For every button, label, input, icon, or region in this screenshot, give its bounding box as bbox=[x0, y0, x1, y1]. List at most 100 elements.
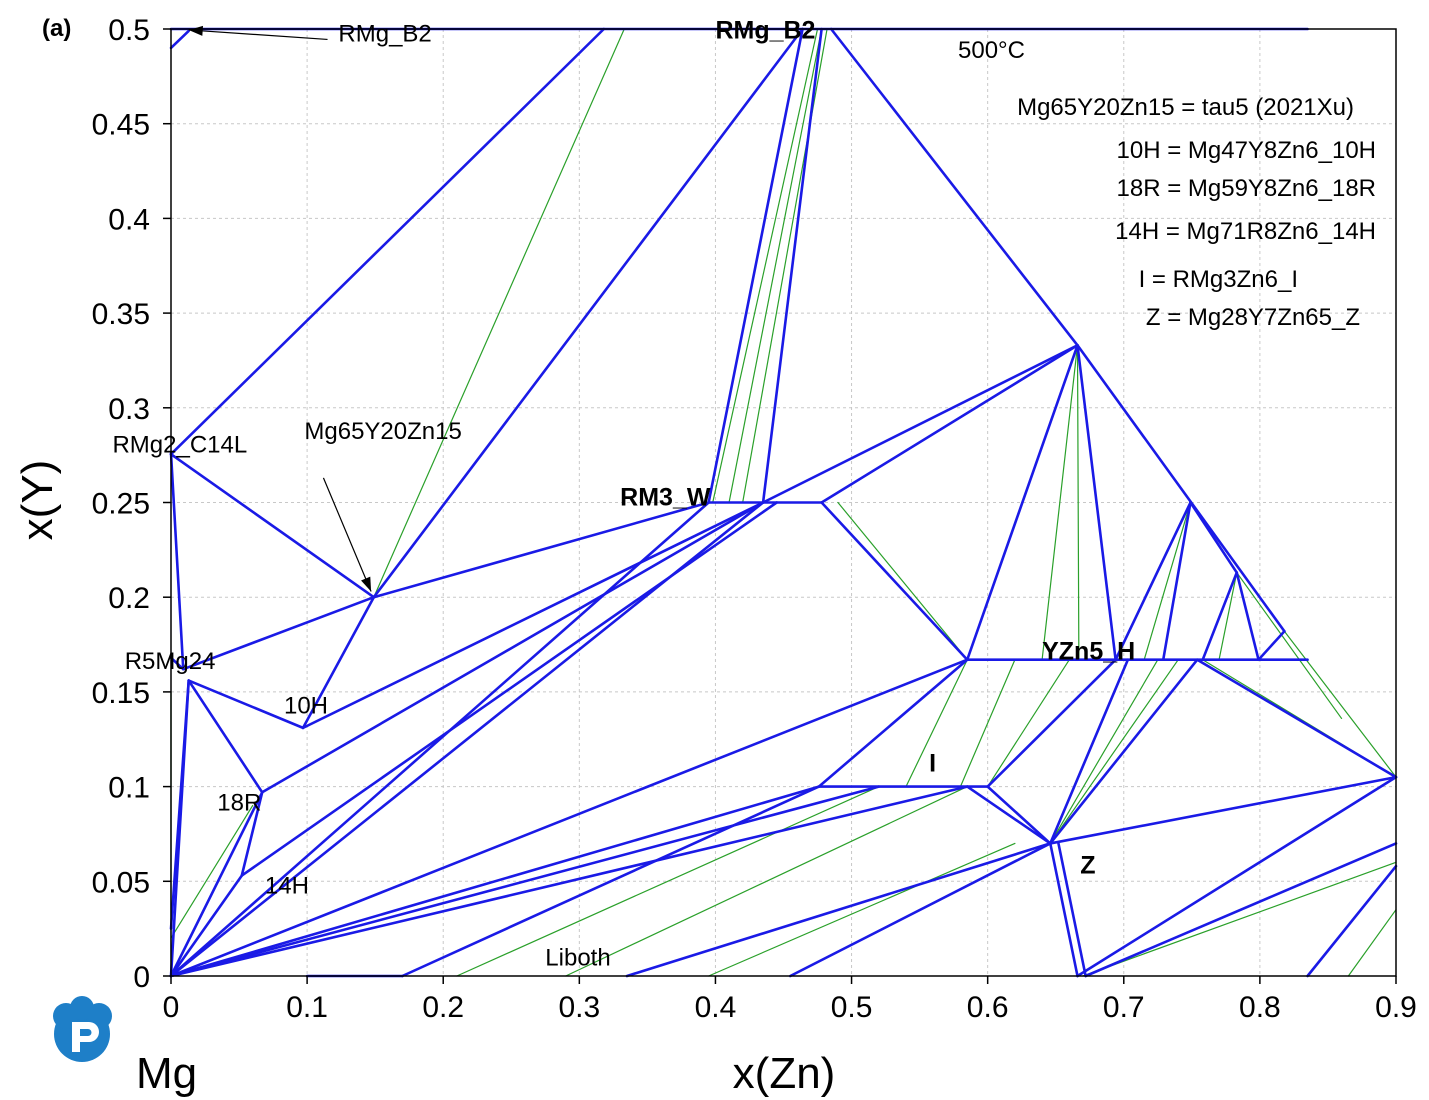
phase-boundary-line bbox=[1048, 658, 1130, 845]
phase-boundary-line bbox=[625, 842, 1052, 978]
phase-boundary-line bbox=[820, 501, 969, 662]
phase-boundary-line bbox=[169, 27, 606, 456]
phase-boundary-line bbox=[965, 343, 1079, 662]
tie-line bbox=[1049, 659, 1159, 845]
phase-label: Mg65Y20Zn15 bbox=[304, 418, 461, 445]
phase-boundary-line bbox=[240, 790, 264, 877]
phase-boundary-layer bbox=[169, 27, 1398, 978]
tie-line bbox=[1082, 861, 1397, 977]
annotation-arrows bbox=[188, 25, 372, 592]
phase-boundary-line bbox=[1201, 571, 1239, 662]
phase-boundary-line bbox=[817, 658, 969, 788]
legend: Mg65Y20Zn15 = tau5 (2021Xu) 10H = Mg47Y8… bbox=[1017, 94, 1376, 331]
tie-line bbox=[959, 659, 1016, 788]
corner-element-label: Mg bbox=[136, 1049, 197, 1098]
phase-boundary-line bbox=[1076, 775, 1398, 978]
x-tick-label: 0.3 bbox=[558, 991, 600, 1024]
phase-boundary-line bbox=[260, 501, 765, 794]
phase-boundary-line bbox=[986, 785, 1052, 845]
annotation-arrow-line bbox=[188, 29, 328, 41]
phase-boundary-line bbox=[169, 658, 969, 978]
y-tick-label: 0.35 bbox=[92, 298, 150, 331]
x-tick-label: 0.7 bbox=[1103, 991, 1145, 1024]
x-tick-label: 0.8 bbox=[1239, 991, 1281, 1024]
phase-boundary-line bbox=[187, 679, 264, 794]
legend-entry: Z = Mg28Y7Zn65_Z bbox=[1146, 304, 1360, 331]
annotation-arrow-line bbox=[322, 477, 372, 592]
x-tick-label: 0.4 bbox=[695, 991, 737, 1024]
y-axis-title: x(Y) bbox=[13, 460, 62, 541]
phase-label: Z bbox=[1080, 852, 1095, 880]
y-axis-ticks: 0 0.05 0.1 0.15 0.2 0.25 0.3 0.35 0.4 0.45 0.5 bbox=[92, 14, 171, 994]
tie-line bbox=[987, 659, 1070, 788]
phase-boundary-line bbox=[1048, 775, 1398, 845]
x-tick-label: 0.2 bbox=[422, 991, 464, 1024]
phase-boundary-line bbox=[169, 785, 969, 978]
phase-boundary-line bbox=[169, 452, 376, 599]
phase-boundary-line bbox=[401, 785, 821, 978]
phase-boundary-line bbox=[1161, 501, 1192, 662]
phase-boundary-line bbox=[965, 785, 1052, 845]
phase-boundary-line bbox=[1076, 343, 1117, 662]
phase-boundary-line bbox=[372, 27, 804, 599]
legend-entry: 18R = Mg59Y8Zn6_18R bbox=[1117, 175, 1377, 202]
x-tick-label: 0.1 bbox=[286, 991, 328, 1024]
x-axis-title: x(Zn) bbox=[733, 1049, 836, 1098]
phase-boundary-line bbox=[1114, 501, 1192, 662]
tie-line bbox=[1283, 630, 1397, 778]
phase-label: 10H bbox=[284, 693, 328, 720]
phase-boundary-line bbox=[820, 343, 1079, 504]
y-tick-label: 0.5 bbox=[108, 14, 150, 47]
annotation-arrow-head bbox=[188, 25, 204, 36]
phase-boundary-line bbox=[169, 679, 190, 930]
phase-boundary-line bbox=[169, 29, 190, 50]
tie-line bbox=[905, 659, 968, 788]
phase-boundary-line bbox=[372, 501, 710, 599]
y-tick-label: 0.3 bbox=[108, 393, 150, 426]
tie-line bbox=[1218, 571, 1238, 661]
phase-label: R5Mg24 bbox=[125, 648, 216, 675]
phase-label: RM3_W bbox=[620, 483, 711, 511]
tie-line bbox=[1236, 571, 1343, 720]
tie-line bbox=[170, 804, 254, 939]
phase-boundary-line bbox=[761, 27, 823, 504]
x-axis-ticks: 0 0.1 0.2 0.3 0.4 0.5 0.6 0.7 0.8 0.9 bbox=[163, 976, 1417, 1024]
y-tick-label: 0.25 bbox=[92, 488, 150, 521]
phase-label: RMg2_C14L bbox=[112, 431, 247, 458]
y-tick-label: 0 bbox=[133, 961, 150, 994]
tie-line bbox=[456, 785, 880, 977]
phase-boundary-line bbox=[181, 595, 376, 671]
y-tick-label: 0.45 bbox=[92, 109, 150, 142]
tie-line bbox=[712, 28, 819, 504]
y-tick-label: 0.1 bbox=[108, 772, 150, 805]
phase-boundary-line bbox=[1057, 842, 1087, 978]
tie-line bbox=[837, 501, 968, 661]
annotation-arrow-head bbox=[361, 576, 372, 592]
tie-line bbox=[1143, 501, 1192, 661]
phase-boundary-line bbox=[986, 658, 1117, 788]
x-tick-label: 0.5 bbox=[831, 991, 873, 1024]
phase-boundary-line bbox=[1306, 864, 1398, 978]
phase-boundary-line bbox=[1235, 571, 1260, 662]
tie-line bbox=[728, 28, 823, 504]
legend-entry: I = RMg3Zn6_I bbox=[1139, 266, 1298, 293]
phase-label: 14H bbox=[265, 873, 309, 900]
phase-boundary-line bbox=[169, 656, 185, 671]
phase-boundary-line bbox=[1084, 842, 1398, 978]
phase-boundary-line bbox=[1048, 658, 1199, 845]
software-logo-icon bbox=[53, 996, 112, 1062]
x-tick-label: 0.6 bbox=[967, 991, 1009, 1024]
tie-line bbox=[1076, 344, 1080, 661]
phase-boundary-line bbox=[169, 501, 765, 978]
panel-label: (a) bbox=[42, 15, 71, 42]
phase-label: RMg_B2 bbox=[715, 16, 815, 44]
phase-boundary-line bbox=[1189, 501, 1239, 574]
phase-boundary-line bbox=[169, 874, 244, 978]
phase-boundary-line bbox=[169, 785, 821, 978]
x-tick-label: 0 bbox=[163, 991, 180, 1024]
phase-boundary-line bbox=[301, 595, 376, 730]
phase-boundary-line bbox=[1048, 842, 1079, 978]
x-tick-label: 0.9 bbox=[1375, 991, 1417, 1024]
